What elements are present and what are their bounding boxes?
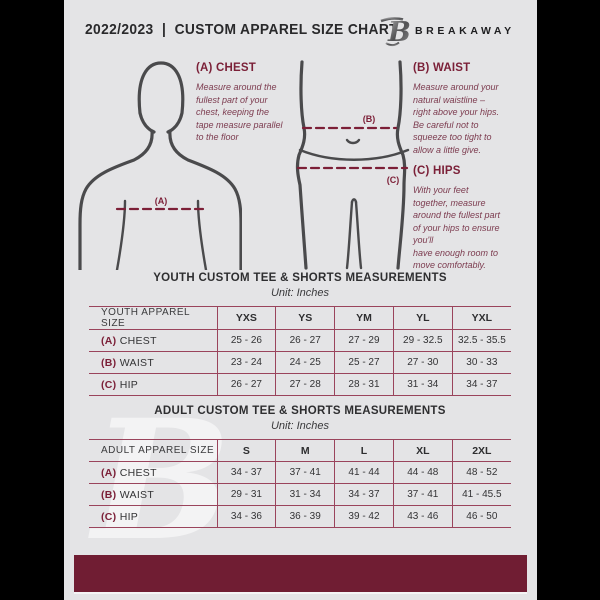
measurement-value-cell: 34 - 36 <box>216 505 276 528</box>
measurement-row: (C) HIP 34 - 36 36 - 39 39 - 42 43 - 46 46 - … <box>89 505 511 528</box>
document-page: 2022/2023 | CUSTOM APPAREL SIZE CHART B … <box>64 0 537 600</box>
measurement-value-cell: 25 - 27 <box>334 351 394 374</box>
size-column-header: YXL <box>451 306 511 330</box>
size-column-header: 2XL <box>451 439 511 462</box>
measure-letter: (A) <box>101 334 117 347</box>
measurement-value-cell: 27 - 30 <box>392 351 453 374</box>
measurement-row-label: (B) WAIST <box>89 351 217 374</box>
measurement-value-cell: 28 - 31 <box>334 373 394 396</box>
measurement-value-cell: 36 - 39 <box>275 505 335 528</box>
measurement-value-cell: 25 - 26 <box>216 329 276 352</box>
measurement-value-cell: 43 - 46 <box>392 505 453 528</box>
size-column-header: XL <box>392 439 453 462</box>
measurement-row: (B) WAIST 23 - 24 24 - 25 25 - 27 27 - 30 30 … <box>89 351 511 374</box>
youth-size-table-section: YOUTH CUSTOM TEE & SHORTS MEASUREMENTS U… <box>89 271 511 396</box>
size-column-header: YM <box>334 306 394 330</box>
measurement-value-cell: 39 - 42 <box>334 505 394 528</box>
chest-instruction-text: Measure around the fullest part of your … <box>196 82 283 142</box>
size-column-header: S <box>216 439 276 462</box>
measurement-value-cell: 37 - 41 <box>392 483 453 506</box>
measurement-value-cell: 23 - 24 <box>216 351 276 374</box>
measurement-row: (B) WAIST 29 - 31 31 - 34 34 - 37 37 - 41 41 … <box>89 483 511 506</box>
chest-instruction-block: (A) CHEST Measure around the fullest par… <box>196 62 312 144</box>
chest-measurement-diagram: (A) <box>78 61 242 270</box>
size-column-header: M <box>275 439 335 462</box>
hips-line-label: (C) <box>387 175 400 185</box>
adult-table-title: ADULT CUSTOM TEE & SHORTS MEASUREMENTS <box>154 405 446 417</box>
waist-instruction-block: (B) WAIST Measure around your natural wa… <box>413 62 537 156</box>
measurement-value-cell: 37 - 41 <box>275 461 335 484</box>
apparel-size-column-label: ADULT APPAREL SIZE <box>89 439 217 462</box>
measurement-value-cell: 31 - 34 <box>392 373 453 396</box>
measurement-row-label: (A) CHEST <box>89 329 217 352</box>
measurement-row: (A) CHEST 25 - 26 26 - 27 27 - 29 29 - 32.5 3… <box>89 329 511 352</box>
youth-table-unit: Unit: Inches <box>270 287 330 299</box>
measurement-row-label: (B) WAIST <box>89 483 217 506</box>
measurement-value-cell: 34 - 37 <box>334 483 394 506</box>
measurement-row-label: (C) HIP <box>89 505 217 528</box>
chest-line-label: (A) <box>155 196 168 206</box>
youth-size-table: YOUTH APPAREL SIZE YXS YS YM YL YXL (A) CHEST 2… <box>89 306 511 396</box>
measurement-value-cell: 41 - 45.5 <box>451 483 511 506</box>
measurement-row-label: (C) HIP <box>89 373 217 396</box>
measurement-value-cell: 27 - 29 <box>334 329 394 352</box>
breakaway-logo-icon: B <box>380 14 412 53</box>
waist-hip-measurement-diagram: (B) (C) <box>295 60 410 270</box>
hips-instruction-block: (C) HIPS With your feet together, measur… <box>413 165 537 272</box>
waist-line-label: (B) <box>363 114 376 124</box>
measurement-value-cell: 29 - 32.5 <box>392 329 453 352</box>
size-column-header: YS <box>275 306 335 330</box>
measurement-value-cell: 44 - 48 <box>392 461 453 484</box>
hips-instruction-heading: (C) HIPS <box>413 165 461 177</box>
measurement-value-cell: 41 - 44 <box>334 461 394 484</box>
measurement-value-cell: 30 - 33 <box>451 351 511 374</box>
chest-instruction-heading: (A) CHEST <box>196 62 256 74</box>
measurement-row: (C) HIP 26 - 27 27 - 28 28 - 31 31 - 34 34 - … <box>89 373 511 396</box>
measurement-value-cell: 34 - 37 <box>451 373 511 396</box>
measurement-value-cell: 24 - 25 <box>275 351 335 374</box>
measurement-value-cell: 34 - 37 <box>216 461 276 484</box>
adult-size-table: ADULT APPAREL SIZE S M L XL 2XL (A) CHEST 34 - … <box>89 439 511 528</box>
measure-letter: (C) <box>101 378 117 391</box>
measurement-value-cell: 31 - 34 <box>275 483 335 506</box>
measurement-value-cell: 26 - 27 <box>216 373 276 396</box>
adult-size-table-section: ADULT CUSTOM TEE & SHORTS MEASUREMENTS U… <box>89 404 511 528</box>
measurement-value-cell: 32.5 - 35.5 <box>451 329 511 352</box>
measurement-value-cell: 46 - 50 <box>451 505 511 528</box>
document-title: 2022/2023 | CUSTOM APPAREL SIZE CHART <box>85 21 398 38</box>
footer-accent-bar <box>74 555 527 592</box>
measurement-value-cell: 48 - 52 <box>451 461 511 484</box>
measurement-row: (A) CHEST 34 - 37 37 - 41 41 - 44 44 - 48 48 … <box>89 461 511 484</box>
measure-letter: (C) <box>101 510 117 523</box>
size-column-header: YXS <box>216 306 276 330</box>
brand-name: BREAKAWAY <box>415 25 515 37</box>
youth-table-title: YOUTH CUSTOM TEE & SHORTS MEASUREMENTS <box>153 272 447 284</box>
size-header-row: YOUTH APPAREL SIZE YXS YS YM YL YXL <box>89 306 511 330</box>
logo-letter: B <box>387 17 411 48</box>
measure-letter: (A) <box>101 466 117 479</box>
hips-instruction-text: With your feet together, measure around … <box>413 185 501 270</box>
measurement-value-cell: 29 - 31 <box>216 483 276 506</box>
size-column-header: L <box>334 439 394 462</box>
size-column-header: YL <box>392 306 453 330</box>
waist-instruction-heading: (B) WAIST <box>413 62 471 74</box>
adult-table-unit: Unit: Inches <box>270 420 330 432</box>
measure-letter: (B) <box>101 488 117 501</box>
measure-letter: (B) <box>101 356 117 369</box>
apparel-size-column-label: YOUTH APPAREL SIZE <box>89 306 217 330</box>
waist-instruction-text: Measure around your natural waistline – … <box>413 82 500 155</box>
measurement-value-cell: 26 - 27 <box>275 329 335 352</box>
size-header-row: ADULT APPAREL SIZE S M L XL 2XL <box>89 439 511 462</box>
measurement-row-label: (A) CHEST <box>89 461 217 484</box>
measurement-value-cell: 27 - 28 <box>275 373 335 396</box>
